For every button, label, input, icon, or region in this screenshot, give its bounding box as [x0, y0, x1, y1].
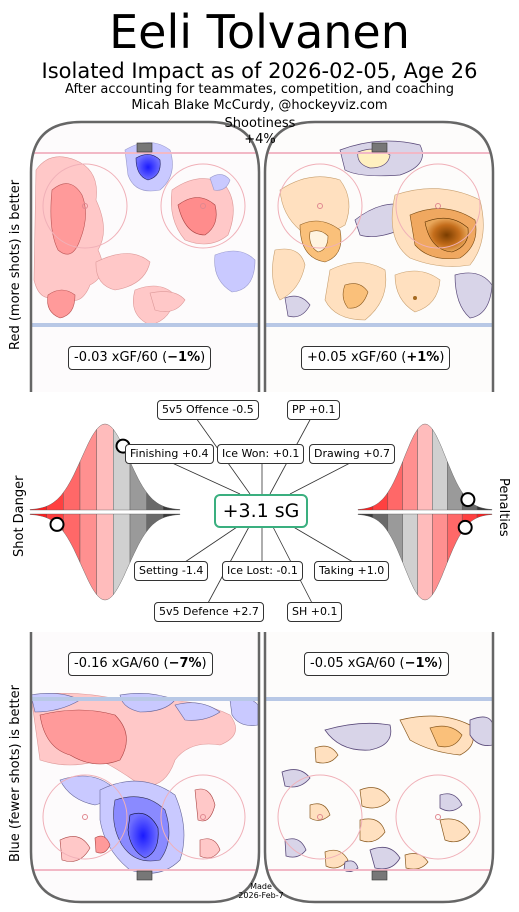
percentile-marker — [457, 519, 473, 535]
percentile-distributions — [29, 423, 493, 601]
distribution-band — [129, 513, 147, 563]
net-icon — [136, 142, 153, 153]
shootiness-label: Shootiness — [224, 116, 296, 131]
ice-lost-label: Ice Lost: -0.1 — [222, 561, 303, 581]
distribution-band — [447, 513, 463, 563]
xga-bottom-left: -0.16 xGA/60 (−7%) — [68, 652, 213, 676]
distribution-band — [146, 491, 164, 511]
distribution-band — [432, 428, 448, 511]
distribution-band — [387, 461, 403, 511]
percentile-marker — [49, 516, 65, 532]
distribution-band — [46, 491, 64, 511]
offence-5v5-label: 5v5 Offence -0.5 — [157, 400, 259, 420]
left-top-axis-label: Red (more shots) is better — [8, 179, 23, 350]
context-note: After accounting for teammates, competit… — [65, 82, 454, 97]
distribution-band — [163, 513, 181, 519]
distribution-band — [372, 513, 388, 533]
distribution-band — [163, 505, 181, 511]
distribution-band — [96, 423, 114, 511]
distribution-band — [402, 428, 418, 511]
made-date: Made 2026-Feb-7 — [236, 882, 286, 900]
distribution-band — [79, 513, 97, 596]
distribution-band — [417, 513, 433, 601]
sh-label: SH +0.1 — [287, 602, 343, 622]
pp-label: PP +0.1 — [287, 400, 341, 420]
finishing-label: Finishing +0.4 — [125, 444, 214, 464]
penalties-label: Penalties — [496, 478, 511, 537]
distribution-band — [63, 513, 81, 563]
distribution-band — [432, 513, 448, 596]
distribution-band — [417, 423, 433, 511]
rink-bottom-right — [263, 632, 495, 904]
distribution-band — [129, 461, 147, 511]
xgf-top-right: +0.05 xGF/60 (+1%) — [301, 346, 451, 370]
rink-bottom-left — [29, 632, 261, 904]
chart-subtitle: Isolated Impact as of 2026-02-05, Age 26 — [41, 59, 478, 83]
percentile-marker — [460, 492, 476, 508]
distribution-band — [476, 505, 493, 511]
distribution-band — [79, 428, 97, 511]
ice-won-label: Ice Won: +0.1 — [217, 444, 305, 464]
distribution-band — [113, 513, 131, 596]
drawing-label: Drawing +0.7 — [309, 444, 395, 464]
made-date-value: 2026-Feb-7 — [238, 891, 284, 900]
distribution-band — [29, 505, 47, 511]
distribution-band — [402, 513, 418, 596]
distribution-band — [357, 513, 374, 519]
distribution-band — [476, 513, 493, 519]
net-icon — [371, 870, 388, 881]
xga-bottom-right: -0.05 xGA/60 (−1%) — [304, 652, 449, 676]
distribution-band — [63, 461, 81, 511]
distribution-band — [357, 505, 374, 511]
distribution-band — [447, 461, 463, 511]
heatmap-bottom-right — [281, 715, 493, 872]
xgf-top-left: -0.03 xGF/60 (−1%) — [68, 346, 212, 370]
heatmap-top-right — [272, 140, 493, 321]
left-bottom-axis-label: Blue (fewer shots) is better — [8, 685, 23, 862]
made-label: Made — [250, 882, 272, 891]
distribution-band — [372, 491, 388, 511]
shot-danger-label: Shot Danger — [12, 475, 27, 558]
distribution-band — [29, 513, 47, 519]
shootiness-value: +4% — [244, 132, 276, 147]
defence-5v5-label: 5v5 Defence +2.7 — [154, 602, 264, 622]
total-sg-box: +3.1 sG — [214, 494, 308, 528]
net-icon — [371, 142, 388, 153]
net-icon — [136, 870, 153, 881]
distribution-band — [387, 513, 403, 563]
player-name-title: Eeli Tolvanen — [109, 5, 410, 59]
heatmap-top-left — [33, 142, 256, 326]
distribution-band — [146, 513, 164, 533]
heatmap-bottom-left — [31, 693, 259, 874]
distribution-band — [96, 513, 114, 601]
setting-label: Setting -1.4 — [134, 561, 209, 581]
taking-label: Taking +1.0 — [314, 561, 390, 581]
author-credit: Micah Blake McCurdy, @hockeyviz.com — [131, 98, 388, 113]
